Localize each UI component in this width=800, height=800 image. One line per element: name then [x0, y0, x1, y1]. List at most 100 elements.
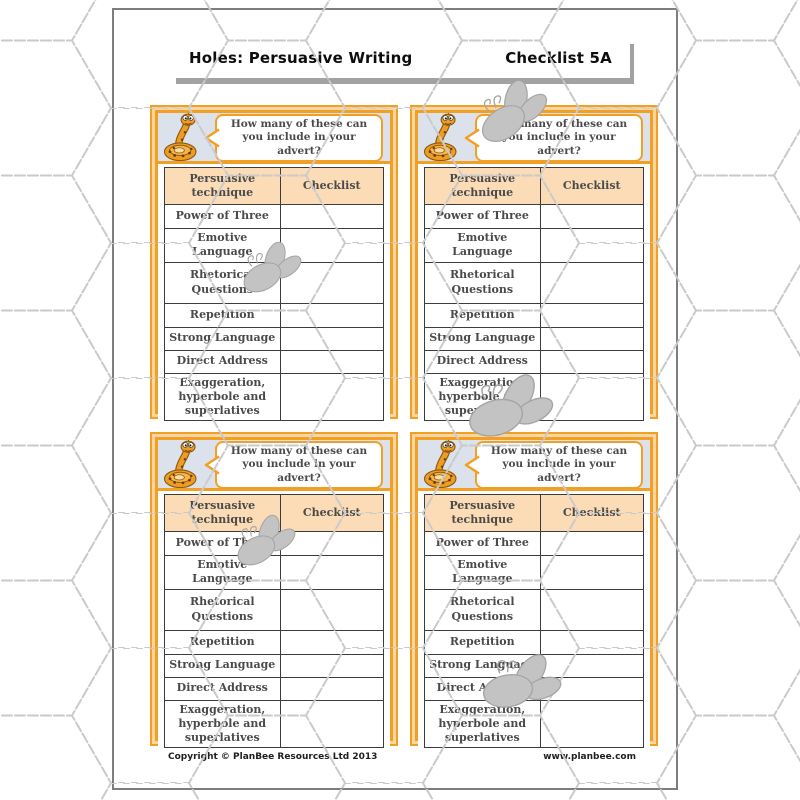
- checklist-card: How many of these can you include in you…: [410, 105, 658, 430]
- technique-cell: Strong Language: [425, 327, 541, 350]
- snake-mascot-icon: [422, 111, 464, 161]
- table-row: Power of Three: [165, 205, 383, 229]
- checklist-card: How many of these can you include in you…: [150, 432, 398, 757]
- checklist-card-inner: How many of these can you include in you…: [415, 437, 653, 757]
- table-row: Strong Language: [425, 327, 643, 351]
- checklist-table-wrap: Persuasive technique Checklist Power of …: [158, 491, 390, 757]
- copyright-text: Copyright © PlanBee Resources Ltd 2013: [168, 752, 378, 762]
- technique-column-header: Persuasive technique: [425, 168, 541, 204]
- speech-bubble-text: How many of these can you include in you…: [490, 444, 628, 484]
- card-header-strip: How many of these can you include in you…: [418, 113, 650, 161]
- checklist-cell: [541, 655, 643, 677]
- technique-cell: Direct Address: [165, 677, 281, 700]
- speech-bubble-tail: [204, 455, 220, 475]
- checklist-table-wrap: Persuasive technique Checklist Power of …: [158, 164, 390, 430]
- checklist-cell: [541, 556, 643, 589]
- checklist-cell: [281, 701, 383, 748]
- checklist-cell: [281, 631, 383, 654]
- snake-mascot-icon: [162, 111, 204, 161]
- checklist-card-inner: How many of these can you include in you…: [155, 110, 393, 430]
- table-row: Strong Language: [425, 654, 643, 678]
- technique-cell: Emotive Language: [425, 556, 541, 589]
- technique-cell: Repetition: [425, 303, 541, 327]
- technique-column-header: Persuasive technique: [425, 495, 541, 531]
- table-row: Direct Address: [165, 677, 383, 701]
- table-header-row: Persuasive technique Checklist: [425, 168, 643, 205]
- checklist-column-header: Checklist: [302, 505, 361, 519]
- website-text: www.planbee.com: [543, 752, 636, 762]
- checklist-cell: [281, 374, 383, 421]
- speech-bubble-tail: [464, 128, 480, 148]
- speech-bubble: How many of these can you include in you…: [464, 113, 643, 163]
- table-row: Direct Address: [425, 677, 643, 701]
- table-row: Rhetorical Questions: [165, 262, 383, 304]
- checklist-column-header: Checklist: [562, 505, 621, 519]
- checklist-card-inner: How many of these can you include in you…: [415, 110, 653, 430]
- checklist-cell: [541, 351, 643, 373]
- technique-cell: Power of Three: [165, 532, 281, 555]
- table-row: Rhetorical Questions: [165, 589, 383, 631]
- snake-mascot-icon: [162, 438, 204, 488]
- table-row: Emotive Language: [165, 556, 383, 590]
- speech-bubble: How many of these can you include in you…: [204, 440, 383, 490]
- checklist-cell: [281, 205, 383, 228]
- technique-cell: Direct Address: [165, 350, 281, 373]
- technique-column-header: Persuasive technique: [165, 168, 281, 204]
- table-header-row: Persuasive technique Checklist: [165, 495, 383, 532]
- technique-cell: Exaggeration, hyperbole and superlatives: [425, 373, 541, 421]
- table-row: Repetition: [425, 303, 643, 328]
- checklist-cell: [281, 263, 383, 303]
- table-header-row: Persuasive technique Checklist: [425, 495, 643, 532]
- table-row: Strong Language: [165, 327, 383, 351]
- checklist-cell: [281, 655, 383, 677]
- technique-cell: Repetition: [165, 630, 281, 654]
- checklist-cell: [541, 590, 643, 630]
- checklist-cell: [541, 678, 643, 700]
- checklist-cell: [281, 328, 383, 350]
- checklist-cell: [541, 328, 643, 350]
- snake-mascot-icon: [422, 438, 464, 488]
- technique-cell: Strong Language: [165, 327, 281, 350]
- table-row: Repetition: [165, 303, 383, 328]
- technique-cell: Direct Address: [425, 677, 541, 700]
- technique-cell: Power of Three: [165, 205, 281, 228]
- page-subtitle: Checklist 5A: [505, 49, 612, 67]
- speech-bubble: How many of these can you include in you…: [204, 113, 383, 163]
- checklist-table: Persuasive technique Checklist Power of …: [424, 167, 644, 422]
- checklist-cell: [281, 678, 383, 700]
- table-row: Emotive Language: [165, 229, 383, 263]
- checklist-cell: [281, 556, 383, 589]
- table-row: Rhetorical Questions: [425, 589, 643, 631]
- checklist-cell: [541, 304, 643, 327]
- checklist-table: Persuasive technique Checklist Power of …: [424, 494, 644, 749]
- checklist-cell: [281, 532, 383, 555]
- checklist-card: How many of these can you include in you…: [410, 432, 658, 757]
- technique-cell: Exaggeration, hyperbole and superlatives: [425, 700, 541, 748]
- technique-cell: Rhetorical Questions: [425, 262, 541, 303]
- card-header-strip: How many of these can you include in you…: [158, 440, 390, 488]
- table-row: Emotive Language: [425, 229, 643, 263]
- table-row: Direct Address: [425, 350, 643, 374]
- technique-column-header: Persuasive technique: [165, 495, 281, 531]
- speech-bubble-tail: [204, 128, 220, 148]
- checklist-card-inner: How many of these can you include in you…: [155, 437, 393, 757]
- speech-bubble-text: How many of these can you include in you…: [230, 444, 368, 484]
- checklist-table-wrap: Persuasive technique Checklist Power of …: [418, 164, 650, 430]
- checklist-column-header: Checklist: [562, 178, 621, 192]
- card-header-strip: How many of these can you include in you…: [418, 440, 650, 488]
- checklist-card: How many of these can you include in you…: [150, 105, 398, 430]
- technique-cell: Rhetorical Questions: [425, 589, 541, 630]
- table-row: Emotive Language: [425, 556, 643, 590]
- checklist-cell: [541, 631, 643, 654]
- checklist-cell: [541, 263, 643, 303]
- technique-cell: Emotive Language: [165, 229, 281, 262]
- speech-bubble-text: How many of these can you include in you…: [490, 117, 628, 157]
- speech-bubble-tail: [464, 455, 480, 475]
- table-row: Power of Three: [165, 532, 383, 556]
- technique-cell: Exaggeration, hyperbole and superlatives: [165, 700, 281, 748]
- table-row: Exaggeration, hyperbole and superlatives: [425, 700, 643, 748]
- speech-bubble-text: How many of these can you include in you…: [230, 117, 368, 157]
- technique-cell: Exaggeration, hyperbole and superlatives: [165, 373, 281, 421]
- table-row: Direct Address: [165, 350, 383, 374]
